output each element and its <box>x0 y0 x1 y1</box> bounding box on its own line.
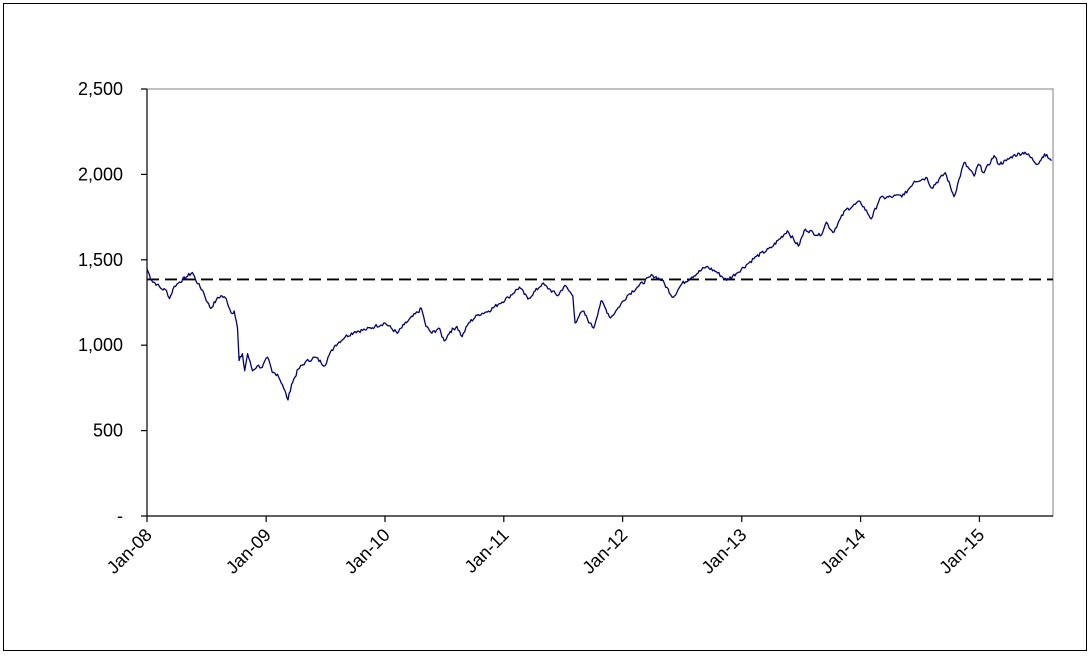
x-tick-label: Jan-14 <box>816 525 869 578</box>
series-layer <box>146 151 1052 401</box>
y-tick-label: 1,000 <box>78 335 123 355</box>
x-tick-label: Jan-09 <box>222 525 275 578</box>
x-tick-label: Jan-13 <box>698 525 751 578</box>
y-tick-label: 2,000 <box>78 164 123 184</box>
x-tick-label: Jan-15 <box>935 525 988 578</box>
y-tick-label: - <box>117 506 123 526</box>
chart-frame <box>3 3 1087 651</box>
plot-area <box>146 88 1054 517</box>
x-tick-label: Jan-10 <box>341 525 394 578</box>
x-tick-label: Jan-12 <box>578 525 631 578</box>
x-axis-ticks: Jan-08 Jan-09 Jan-10 Jan-11 Jan-12 Jan-13 Jan-… <box>103 516 988 578</box>
y-tick-label: 500 <box>93 421 123 441</box>
x-tick-label: Jan-11 <box>461 525 513 577</box>
y-axis-ticks: - 500 1,000 1,500 2,000 2,500 <box>78 79 147 526</box>
series-line <box>146 151 1052 401</box>
y-tick-label: 2,500 <box>78 79 123 99</box>
x-tick-label: Jan-08 <box>103 525 156 578</box>
y-tick-label: 1,500 <box>78 250 123 270</box>
